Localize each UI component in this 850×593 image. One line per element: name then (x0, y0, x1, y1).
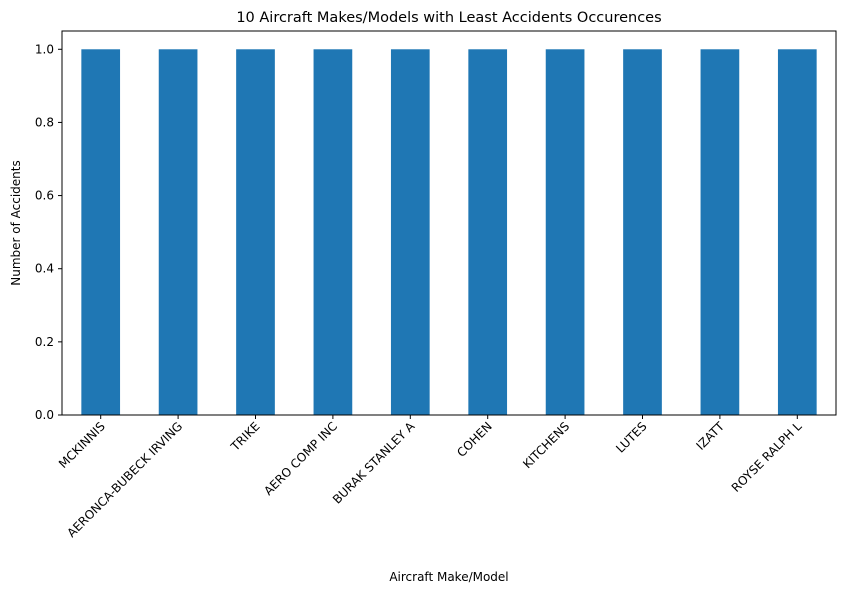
y-axis-label: Number of Accidents (9, 160, 23, 286)
bar-3 (313, 49, 353, 416)
x-tick-label-5: COHEN (454, 419, 495, 460)
bars-group (81, 49, 817, 416)
x-tick-label-8: IZATT (693, 419, 727, 453)
y-tick-label-0: 0.0 (35, 408, 54, 422)
x-axis-label: Aircraft Make/Model (389, 570, 508, 584)
y-tick-label-5: 1.0 (35, 42, 54, 56)
y-axis-ticks: 0.0 0.2 0.4 0.6 0.8 1.0 (35, 42, 62, 422)
x-tick-label-0: MCKINNIS (56, 419, 108, 471)
chart-title: 10 Aircraft Makes/Models with Least Acci… (236, 10, 661, 26)
bar-4 (390, 49, 430, 416)
x-tick-label-9: ROYSE RALPH L (729, 419, 805, 495)
x-tick-label-2: TRIKE (227, 419, 262, 454)
x-tick-label-3: AERO COMP INC (261, 419, 340, 498)
y-tick-label-3: 0.6 (35, 189, 54, 203)
bar-5 (468, 49, 508, 416)
y-tick-label-2: 0.4 (35, 262, 54, 276)
bar-2 (236, 49, 275, 416)
x-tick-label-7: LUTES (613, 419, 649, 455)
y-tick-label-1: 0.2 (35, 335, 54, 349)
x-tick-label-4: BURAK STANLEY A (330, 419, 418, 507)
x-tick-label-6: KITCHENS (520, 419, 572, 471)
y-tick-label-4: 0.8 (35, 115, 54, 129)
bar-1 (158, 49, 198, 416)
bar-8 (700, 49, 740, 416)
plot-frame (61, 30, 837, 416)
bar-7 (623, 49, 662, 416)
bar-6 (545, 49, 585, 416)
bar-9 (777, 49, 817, 416)
bar-0 (81, 49, 121, 416)
